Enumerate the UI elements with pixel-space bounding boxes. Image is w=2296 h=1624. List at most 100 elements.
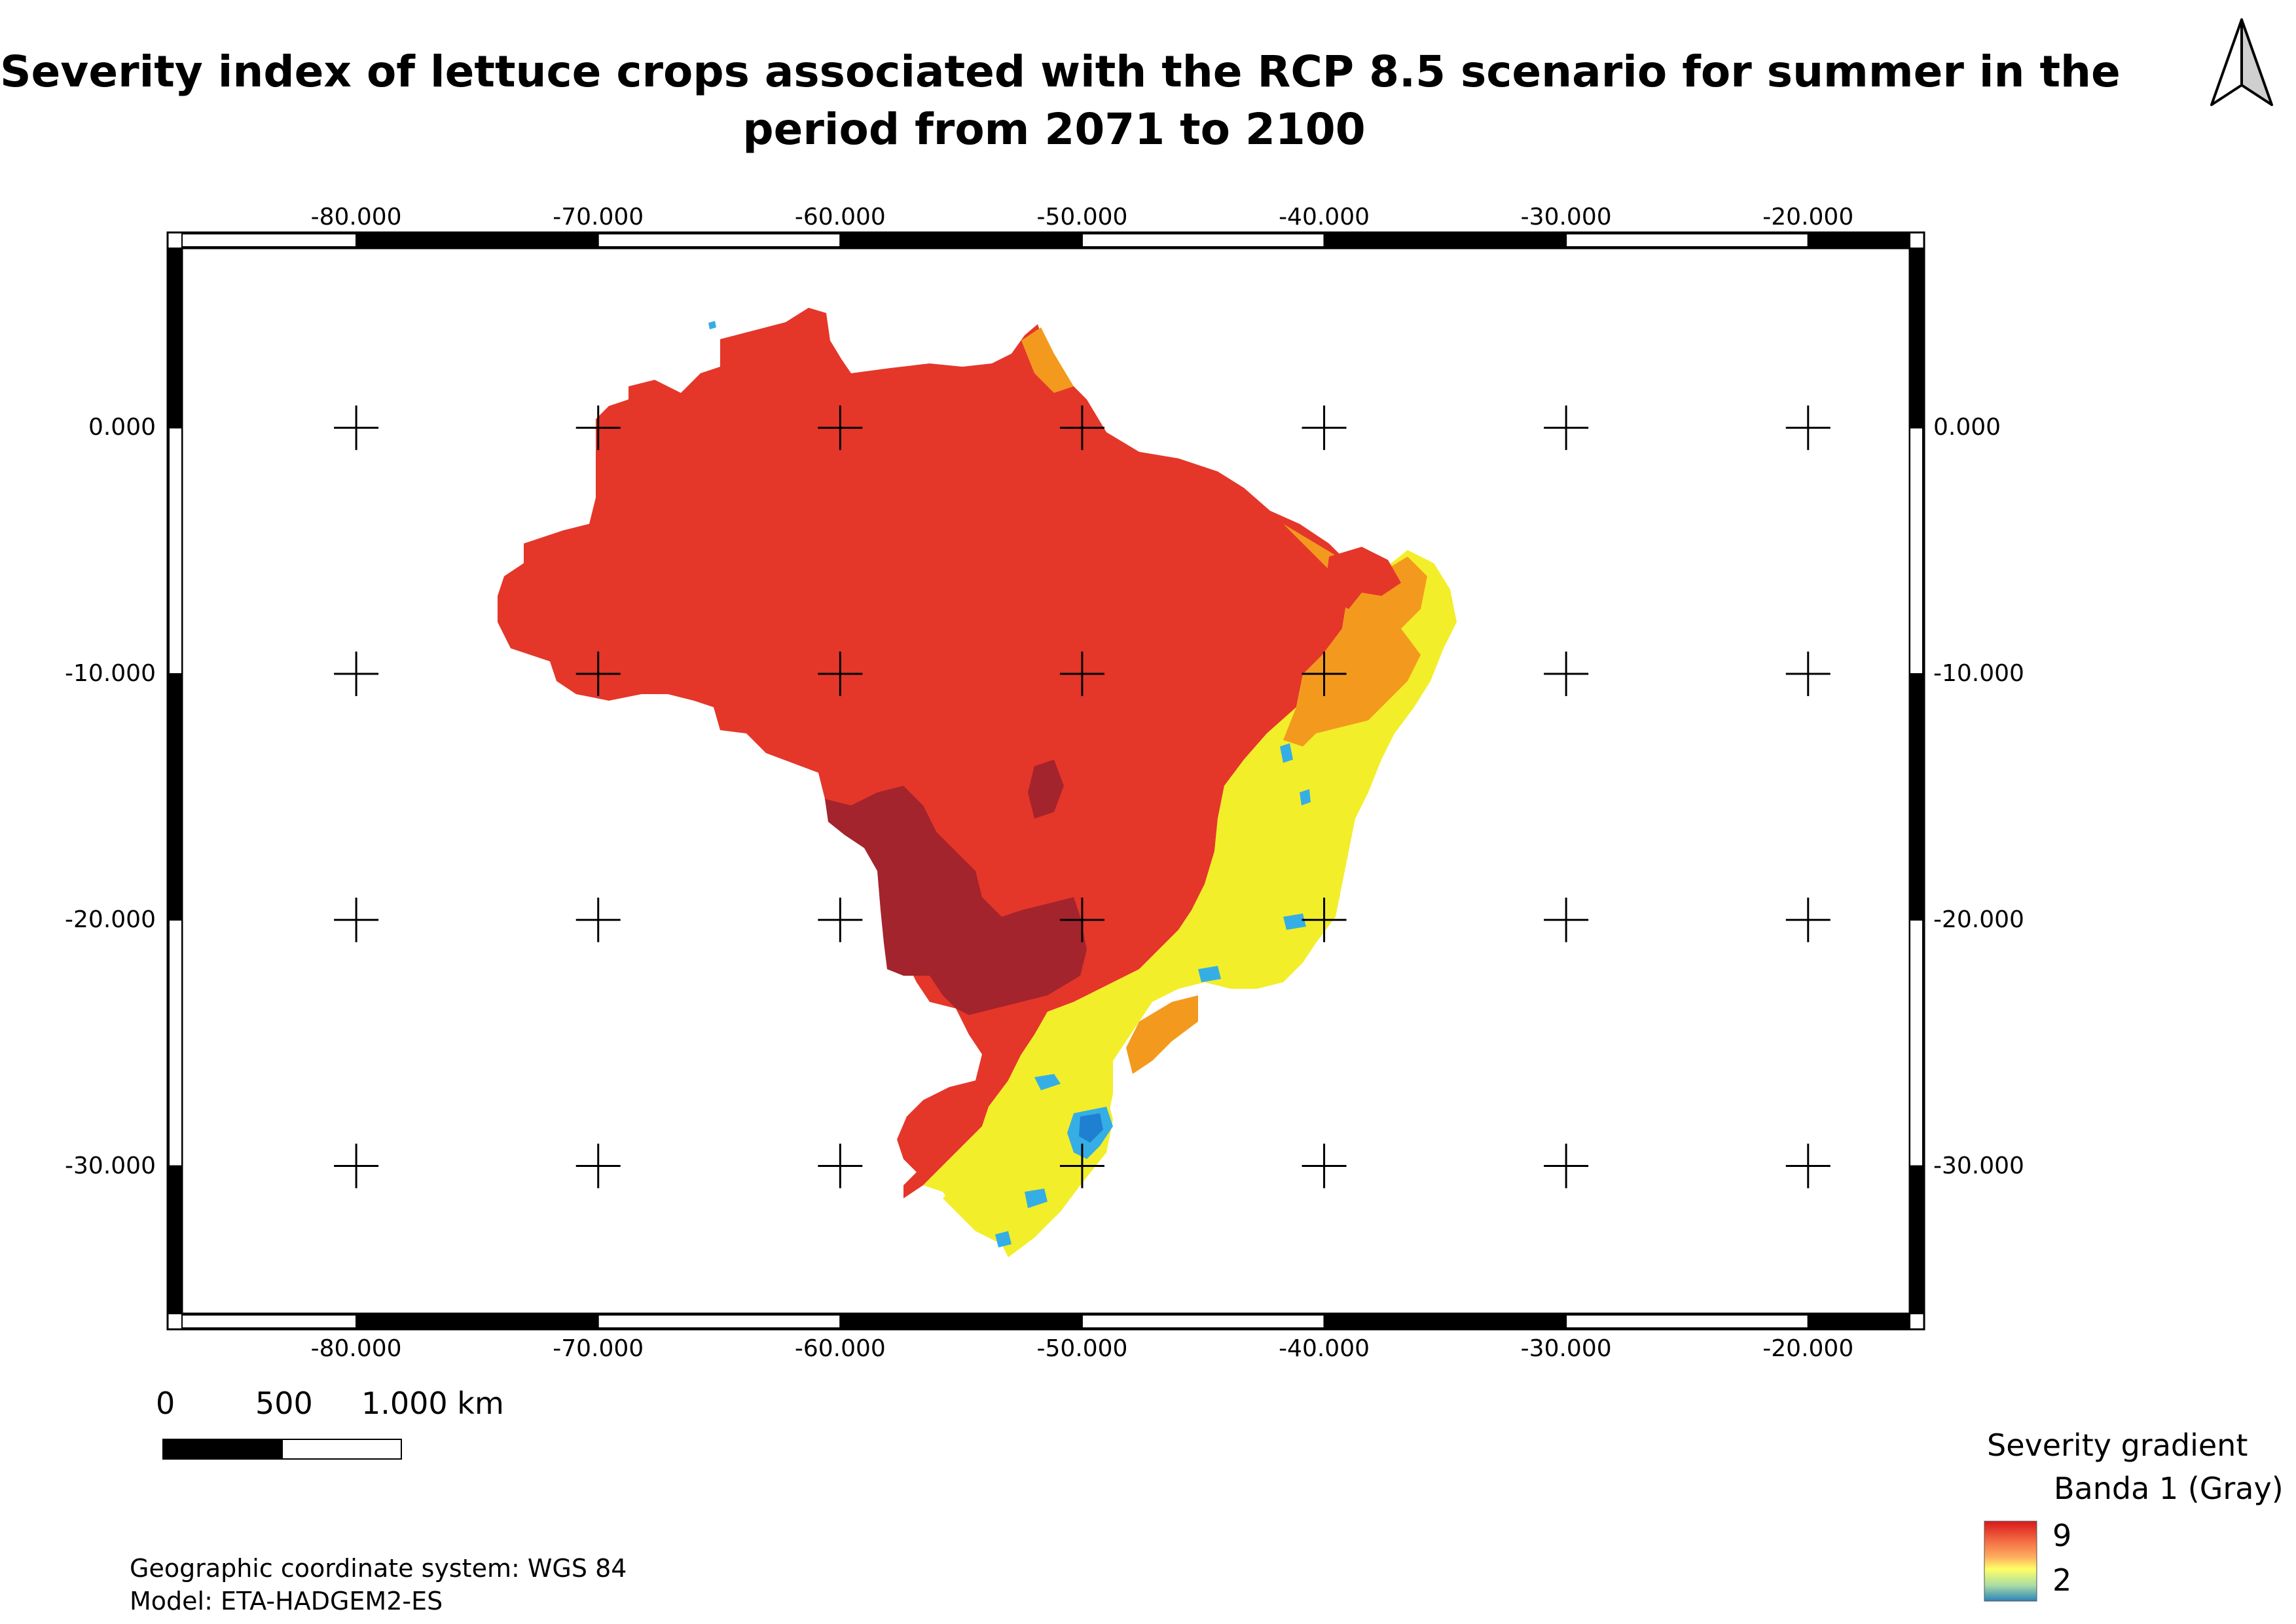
frame-segment-top [355,233,599,248]
region-very-low-2 [1079,1113,1103,1143]
frame-segment-bottom [597,1314,841,1329]
coordinate-label: -50.000 [1036,204,1128,231]
frame-segment-bottom [1565,1314,1809,1329]
region-high-ne [1326,547,1401,609]
scale-label-500: 500 [255,1386,313,1421]
frame-segment-right [1909,1165,1923,1315]
graticule-cross [575,652,621,697]
graticule-cross [1544,405,1589,451]
graticule-cross [1544,652,1589,697]
frame-segment-top [1807,233,1910,248]
graticule-cross [1059,897,1104,942]
graticule-crosses [334,405,1831,1189]
region-very-high-small [1028,760,1064,819]
region-very-low-7 [1283,913,1306,930]
legend-max-label: 9 [2052,1518,2072,1553]
model-note: Model: ETA-HADGEM2-ES [130,1587,443,1615]
graticule-cross [334,652,379,697]
coordinate-label: -20.000 [1762,1335,1854,1362]
coordinate-label: -80.000 [310,1335,402,1362]
graticule-cross [334,405,379,451]
graticule-cross [1544,897,1589,942]
crs-note: Geographic coordinate system: WGS 84 [130,1554,627,1583]
region-high-severity [498,308,1349,1198]
coordinate-label: -40.000 [1279,1335,1370,1362]
coordinate-label: -10.000 [65,660,156,688]
frame-segment-right [1909,427,1923,675]
frame-segment-bottom [355,1314,599,1329]
coordinate-label: -30.000 [1933,1152,2024,1179]
legend-title: Severity gradient [1987,1428,2248,1463]
frame-segment-bottom [181,1314,357,1329]
region-medium-ne2 [1021,327,1074,393]
graticule-cross [1785,652,1831,697]
coordinate-label: -20.000 [1933,906,2024,933]
frame-segment-left [168,673,183,921]
region-very-low-6 [1198,966,1221,982]
coordinate-label: -30.000 [1520,204,1612,231]
frame-segment-bottom [839,1314,1083,1329]
frame-segment-right [1909,673,1923,921]
coordinate-label: -20.000 [1762,204,1854,231]
coordinate-label: -30.000 [65,1152,156,1179]
map-footer: Geographic coordinate system: WGS 84 Mod… [130,1552,627,1617]
coordinate-label: -60.000 [794,1335,886,1362]
region-very-low-3 [1034,1074,1061,1090]
graticule-cross [1302,897,1347,942]
legend-band: Banda 1 (Gray) [2054,1471,2284,1506]
graticule-cross [334,897,379,942]
region-medium-south [1126,995,1198,1074]
region-very-low-9 [1300,789,1311,805]
frame-segment-left [168,919,183,1167]
graticule-cross [1544,1143,1589,1189]
graticule-cross [1785,897,1831,942]
map-title-line-2: period from 2071 to 2100 [742,104,1366,155]
graticule-cross [1059,652,1104,697]
map-title: Severity index of lettuce crops associat… [0,43,2121,158]
region-moderate-coast [923,354,1457,1257]
frame-segment-right [1909,919,1923,1167]
frame-segment-left [168,248,183,429]
frame-segment-bottom [1081,1314,1325,1329]
coordinate-label: -40.000 [1279,204,1370,231]
coordinate-label: 0.000 [1933,414,2001,441]
frame-segment-right [1909,248,1923,429]
coordinate-label: -50.000 [1036,1335,1128,1362]
frame-segment-top [597,233,841,248]
graticule-cross [1059,1143,1104,1189]
scale-label-1000: 1.000 km [361,1386,504,1421]
graticule-cross [818,897,863,942]
scale-bar [162,1439,402,1460]
frame-segment-top [1323,233,1567,248]
graticule-cross [1785,1143,1831,1189]
region-very-low-5 [995,1231,1011,1247]
coordinate-label: -70.000 [553,1335,644,1362]
graticule-cross [575,1143,621,1189]
region-very-low-10 [708,321,716,329]
graticule-cross [1302,405,1347,451]
legend-color-ramp [1984,1521,2037,1602]
legend-min-label: 2 [2052,1562,2072,1598]
region-very-low-4 [1025,1189,1048,1208]
graticule-cross [818,1143,863,1189]
graticule-cross [334,1143,379,1189]
region-very-low-8 [1280,743,1293,763]
frame-segment-top [1565,233,1809,248]
graticule-cross [1785,405,1831,451]
coordinate-label: -80.000 [310,204,402,231]
frame-segment-top [839,233,1083,248]
region-low-south [943,1048,1113,1251]
graticule-cross [818,652,863,697]
frame-ticks [168,233,1923,1329]
north-arrow-icon [2210,18,2273,106]
coordinate-label: -30.000 [1520,1335,1612,1362]
frame-segment-top [181,233,357,248]
graticule-cross [818,405,863,451]
graticule-cross [575,405,621,451]
frame-segment-left [168,427,183,675]
frame-segment-left [168,1165,183,1315]
coordinate-label: -70.000 [553,204,644,231]
graticule-cross [1302,1143,1347,1189]
scale-label-0: 0 [156,1386,175,1421]
